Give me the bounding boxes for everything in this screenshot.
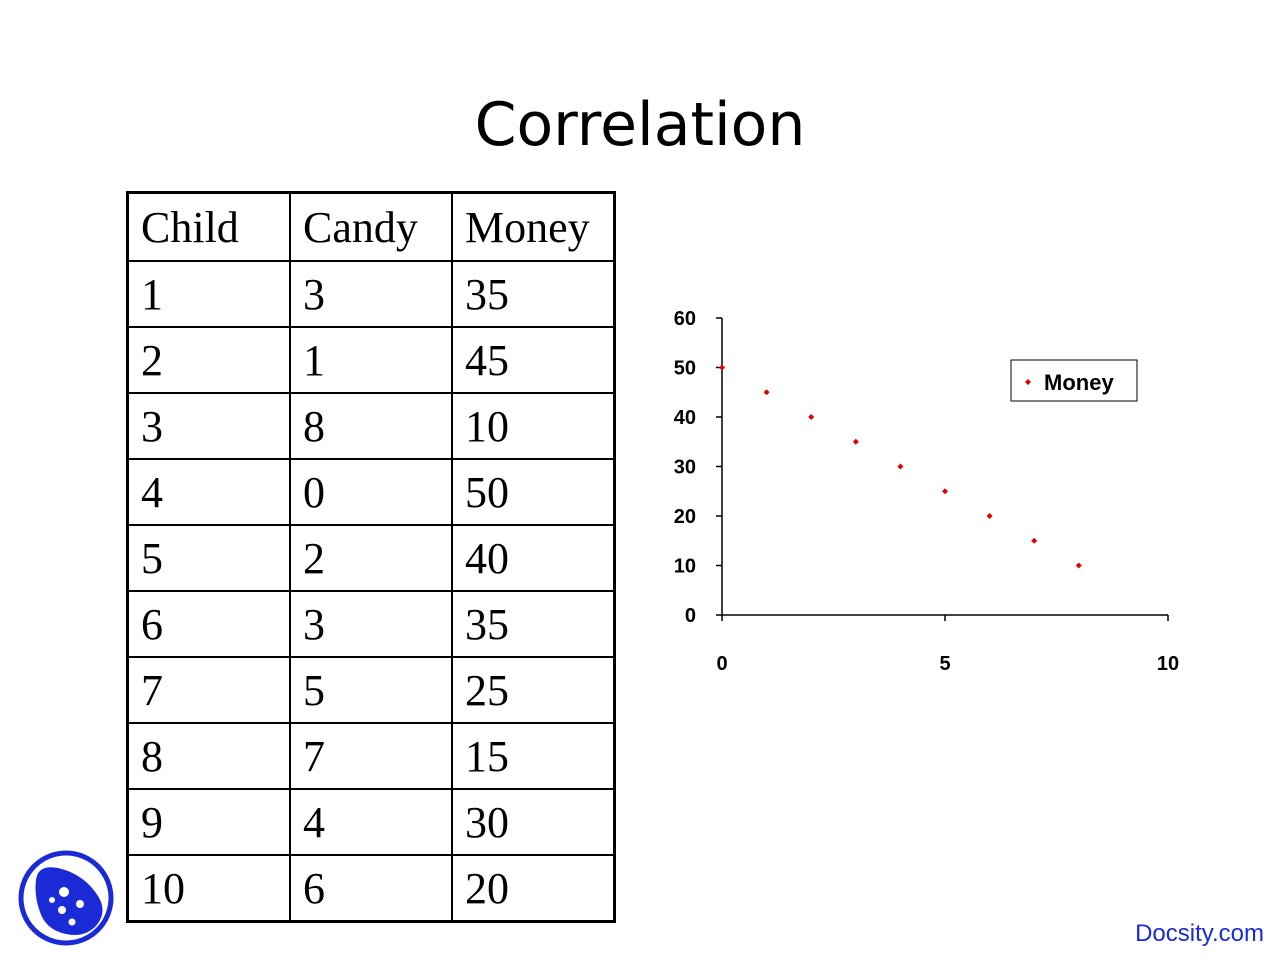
- table-cell: 3: [289, 260, 453, 328]
- table-cell: 1: [126, 260, 291, 328]
- legend-box: [1010, 359, 1138, 402]
- table-cell: 5: [126, 524, 291, 592]
- y-tick-label: 0: [685, 605, 696, 627]
- table-cell: 2: [126, 326, 291, 394]
- table-cell: 20: [451, 854, 616, 923]
- table-cell: 2: [289, 524, 453, 592]
- table-cell: 3: [126, 392, 291, 460]
- table-cell: 4: [289, 788, 453, 856]
- data-point: [1031, 537, 1038, 544]
- table-cell: 1: [289, 326, 453, 394]
- table-cell: 15: [451, 722, 616, 790]
- table-cell: 25: [451, 656, 616, 724]
- table-cell: 4: [126, 458, 291, 526]
- legend-label: Money: [1044, 370, 1114, 395]
- table-cell: 7: [126, 656, 291, 724]
- brand-link[interactable]: Docsity.com: [1135, 920, 1264, 947]
- slide-title: Correlation: [474, 90, 806, 160]
- y-tick-label: 60: [674, 308, 696, 330]
- table-row: 10 6 20: [126, 854, 616, 923]
- data-point: [986, 513, 993, 519]
- x-tick-label: 5: [939, 653, 950, 675]
- table-cell: 8: [126, 722, 291, 790]
- table-cell: 8: [289, 392, 453, 460]
- data-point: [942, 488, 948, 495]
- table-cell: 5: [289, 656, 453, 724]
- data-point: [1075, 562, 1082, 569]
- x-tick-label: 0: [716, 653, 727, 675]
- column-header: Candy: [289, 191, 453, 262]
- table-cell: 6: [289, 854, 453, 923]
- data-point: [808, 414, 815, 420]
- y-tick-label: 50: [674, 358, 696, 380]
- table-cell: 30: [451, 788, 616, 856]
- table-row: 5 2 40: [126, 524, 616, 592]
- table-cell: 10: [451, 392, 616, 460]
- data-point: [852, 438, 859, 445]
- data-point: [719, 364, 725, 371]
- table-row: 1 3 35: [126, 260, 616, 328]
- table-cell: 35: [451, 260, 616, 328]
- table-row: 9 4 30: [126, 788, 616, 856]
- table-cell: 7: [289, 722, 453, 790]
- data-point: [897, 463, 904, 470]
- table-cell: 40: [451, 524, 616, 592]
- table-cell: 0: [289, 458, 453, 526]
- table-cell: 3: [289, 590, 453, 658]
- y-tick-label: 40: [674, 407, 696, 429]
- table-row: 4 0 50: [126, 458, 616, 526]
- table-row: 8 7 15: [126, 722, 616, 790]
- y-tick-label: 20: [674, 506, 696, 528]
- table-row: 3 8 10: [126, 392, 616, 460]
- data-point: [763, 389, 770, 396]
- table-cell: 9: [126, 788, 291, 856]
- table-cell: 35: [451, 590, 616, 658]
- y-tick-label: 30: [674, 457, 696, 479]
- table-row: 7 5 25: [126, 656, 616, 724]
- column-header: Money: [451, 191, 616, 262]
- table-cell: 6: [126, 590, 291, 658]
- table-header-row: Child Candy Money: [126, 191, 616, 262]
- scatter-chart: 0 10 20 30 40 50 60 0 5 10 Money: [674, 308, 1179, 675]
- docsity-logo-icon: [18, 850, 114, 946]
- y-tick-label: 10: [674, 556, 696, 578]
- table-row: 6 3 35: [126, 590, 616, 658]
- chart-legend: Money: [1010, 359, 1138, 402]
- table-body: 1 3 35 2 1 45 3 8 10 4 0 50 5 2 40 6 3 35 7 5 25 8 7 15 9 4 30 10 6 2…: [126, 260, 616, 923]
- column-header: Child: [126, 191, 291, 262]
- table-cell: 45: [451, 326, 616, 394]
- x-tick-label: 10: [1157, 653, 1179, 675]
- table-row: 2 1 45: [126, 326, 616, 394]
- chart-points: [719, 364, 1082, 569]
- data-table: Child Candy Money 1 3 35 2 1 45 3 8 10 4 0 50 5 2 40 6 3 35…: [126, 191, 616, 923]
- table-cell: 50: [451, 458, 616, 526]
- legend-marker: [1025, 379, 1031, 385]
- table-cell: 10: [126, 854, 291, 923]
- chart-axes: 0 10 20 30 40 50 60 0 5 10: [674, 308, 1179, 675]
